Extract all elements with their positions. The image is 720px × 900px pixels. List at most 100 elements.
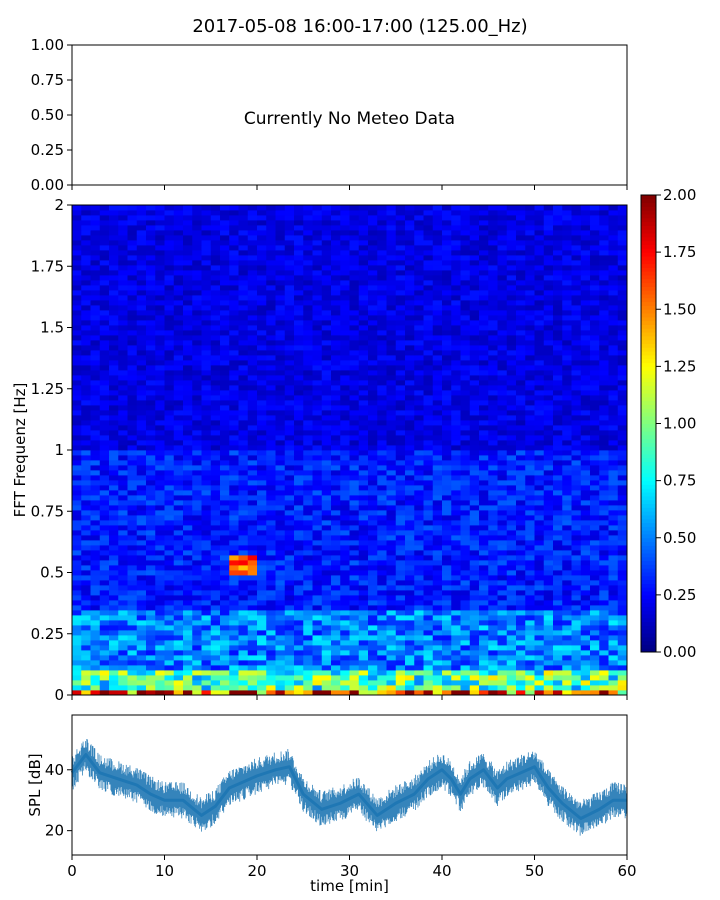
spectrogram-cell	[525, 480, 535, 486]
spectrogram-cell	[192, 670, 202, 676]
spectrogram-cell	[525, 620, 535, 626]
spectrogram-cell	[210, 470, 221, 476]
spectrogram-cell	[599, 565, 609, 571]
spectrogram-cell	[599, 590, 609, 596]
spectrogram-cell	[127, 385, 138, 391]
spectrogram-cell	[220, 600, 230, 606]
spectrogram-cell	[479, 425, 489, 431]
spectrogram-cell	[210, 375, 221, 381]
spectrogram-cell	[238, 560, 249, 566]
spectrogram-cell	[506, 425, 517, 431]
spectrogram-cell	[257, 585, 267, 591]
spectrogram-cell	[349, 680, 360, 686]
spectrogram-cell	[414, 295, 424, 301]
spectrogram-cell	[183, 290, 193, 296]
spectrogram-cell	[109, 335, 119, 341]
spectrogram-cell	[201, 295, 212, 301]
spectrogram-cell	[534, 315, 545, 321]
spectrogram-cell	[229, 305, 239, 311]
spectrogram-cell	[109, 395, 119, 401]
spectrogram-cell	[229, 630, 239, 636]
spectrogram-cell	[534, 615, 545, 621]
spectrogram-cell	[414, 475, 424, 481]
spectrogram-cell	[571, 495, 582, 501]
spectrogram-cell	[488, 305, 498, 311]
spectrogram-cell	[571, 380, 582, 386]
spectrogram-cell	[284, 595, 295, 601]
spectrogram-cell	[312, 280, 323, 286]
spectrogram-cell	[349, 350, 360, 356]
spectrogram-cell	[81, 605, 91, 611]
spectrogram-cell	[321, 680, 332, 686]
spectrogram-cell	[183, 380, 193, 386]
spectrogram-cell	[136, 445, 147, 451]
spectrogram-cell	[284, 600, 295, 606]
spectrogram-cell	[488, 540, 498, 546]
spectrogram-cell	[553, 440, 563, 446]
spectrogram-cell	[321, 330, 332, 336]
spectrogram-cell	[118, 375, 128, 381]
spectrogram-cell	[229, 620, 239, 626]
spectrogram-cell	[469, 290, 480, 296]
spectrogram-cell	[534, 335, 545, 341]
spectrogram-cell	[275, 555, 286, 561]
spectrogram-cell	[109, 680, 119, 686]
spectrogram-cell	[90, 490, 101, 496]
spectrogram-cell	[358, 555, 369, 561]
spectrogram-cell	[525, 355, 535, 361]
spectrogram-cell	[155, 680, 165, 686]
spectrogram-cell	[460, 300, 471, 306]
spectrogram-cell	[155, 365, 165, 371]
spectrogram-cell	[303, 520, 313, 526]
spectrogram-cell	[127, 620, 138, 626]
spectrogram-cell	[534, 320, 545, 326]
spectrogram-cell	[571, 350, 582, 356]
spectrogram-cell	[164, 545, 175, 551]
spectrogram-cell	[99, 410, 110, 416]
spectrogram-cell	[312, 355, 323, 361]
spectrogram-cell	[331, 395, 341, 401]
spectrogram-cell	[331, 440, 341, 446]
spectrogram-cell	[210, 370, 221, 376]
spectrogram-cell	[331, 685, 341, 691]
spectrogram-cell	[340, 475, 350, 481]
spectrogram-cell	[81, 675, 91, 681]
spectrogram-cell	[469, 455, 480, 461]
spectrogram-cell	[497, 445, 508, 451]
spectrogram-cell	[99, 435, 110, 441]
spectrogram-cell	[81, 405, 91, 411]
spectrogram-cell	[266, 535, 276, 541]
spectrogram-cell	[340, 400, 350, 406]
spectrogram-cell	[90, 440, 101, 446]
spectrogram-cell	[136, 565, 147, 571]
spectrogram-cell	[238, 440, 249, 446]
spectrogram-cell	[229, 280, 239, 286]
spectrogram-cell	[349, 320, 360, 326]
spectrogram-cell	[127, 465, 138, 471]
spectrogram-cell	[358, 505, 369, 511]
spectrogram-cell	[516, 570, 526, 576]
spectrogram-cell	[562, 405, 572, 411]
spectrogram-cell	[136, 685, 147, 691]
spectrogram-cell	[192, 645, 202, 651]
spectrogram-cell	[414, 310, 424, 316]
spectrogram-cell	[423, 605, 434, 611]
spectrogram-cell	[386, 660, 397, 666]
spectrogram-cell	[81, 355, 91, 361]
spectrogram-cell	[266, 615, 276, 621]
spectrogram-cell	[238, 285, 249, 291]
spectrogram-cell	[340, 405, 350, 411]
spectrogram-cell	[368, 530, 378, 536]
spectrogram-cell	[386, 545, 397, 551]
spectrogram-cell	[81, 490, 91, 496]
spectrogram-cell	[525, 530, 535, 536]
spectrogram-cell	[488, 660, 498, 666]
spectrogram-cell	[451, 485, 461, 491]
spectrogram-cell	[534, 500, 545, 506]
spectrogram-cell	[257, 650, 267, 656]
spectrogram-cell	[432, 575, 443, 581]
spectrogram-cell	[127, 340, 138, 346]
spectrogram-cell	[358, 420, 369, 426]
spectrogram-cell	[321, 310, 332, 316]
spectrogram-cell	[192, 610, 202, 616]
